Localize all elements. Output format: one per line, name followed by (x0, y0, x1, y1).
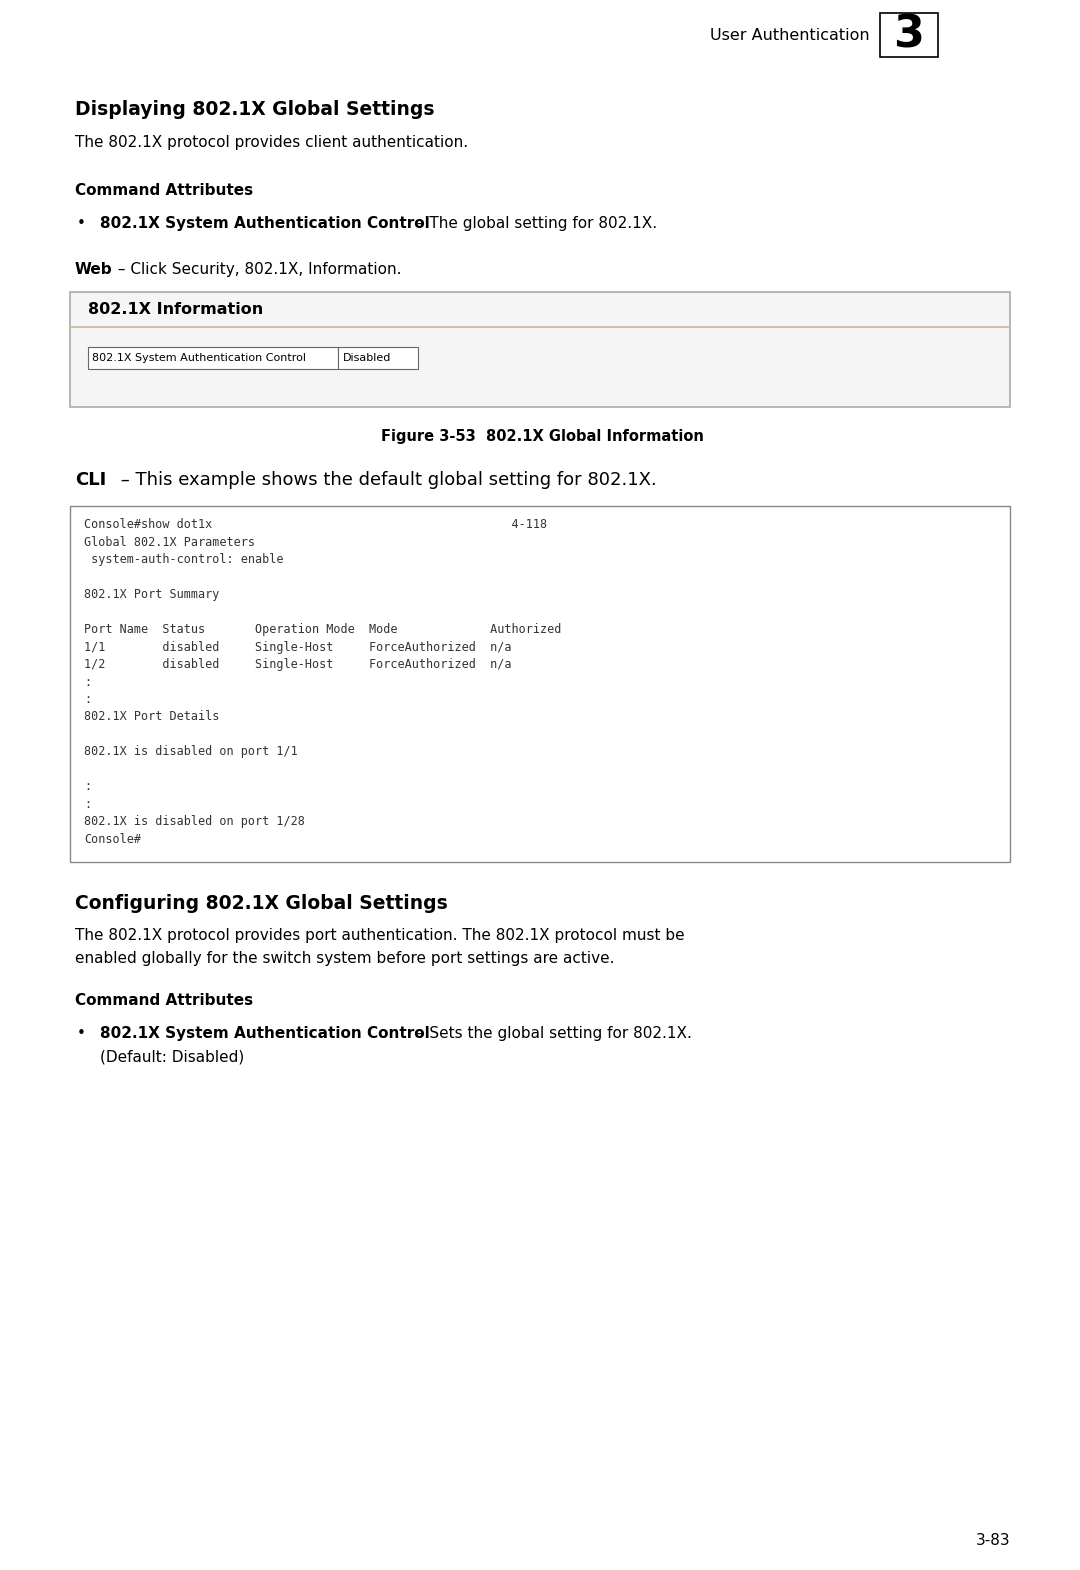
Text: •: • (77, 1027, 86, 1041)
Text: •: • (77, 217, 86, 231)
Text: The 802.1X protocol provides port authentication. The 802.1X protocol must be: The 802.1X protocol provides port authen… (75, 928, 685, 944)
Text: 3-83: 3-83 (975, 1532, 1010, 1548)
Text: 802.1X is disabled on port 1/28: 802.1X is disabled on port 1/28 (84, 815, 305, 829)
Text: 3: 3 (893, 14, 924, 57)
Text: CLI: CLI (75, 471, 106, 488)
Text: 1/1        disabled     Single-Host     ForceAuthorized  n/a: 1/1 disabled Single-Host ForceAuthorized… (84, 641, 512, 653)
Text: – This example shows the default global setting for 802.1X.: – This example shows the default global … (114, 471, 657, 488)
Text: :: : (84, 675, 91, 689)
Text: Displaying 802.1X Global Settings: Displaying 802.1X Global Settings (75, 100, 434, 119)
Text: Console#: Console# (84, 834, 141, 846)
Text: Global 802.1X Parameters: Global 802.1X Parameters (84, 535, 255, 548)
Text: :: : (84, 798, 91, 812)
Text: The 802.1X protocol provides client authentication.: The 802.1X protocol provides client auth… (75, 135, 468, 151)
Text: Disabled: Disabled (343, 353, 391, 363)
Text: (Default: Disabled): (Default: Disabled) (100, 1049, 244, 1064)
Text: 802.1X Port Summary: 802.1X Port Summary (84, 589, 219, 601)
Text: 802.1X System Authentication Control: 802.1X System Authentication Control (100, 1027, 430, 1041)
Text: Port Name  Status       Operation Mode  Mode             Authorized: Port Name Status Operation Mode Mode Aut… (84, 623, 562, 636)
Text: 802.1X Port Details: 802.1X Port Details (84, 711, 219, 724)
Text: Console#show dot1x                                          4-118: Console#show dot1x 4-118 (84, 518, 548, 531)
Text: :: : (84, 780, 91, 793)
Text: 802.1X System Authentication Control: 802.1X System Authentication Control (100, 217, 430, 231)
Text: – Sets the global setting for 802.1X.: – Sets the global setting for 802.1X. (411, 1027, 692, 1041)
Text: 802.1X System Authentication Control: 802.1X System Authentication Control (92, 353, 306, 363)
Text: :: : (84, 692, 91, 706)
Text: 802.1X is disabled on port 1/1: 802.1X is disabled on port 1/1 (84, 746, 298, 758)
FancyBboxPatch shape (880, 13, 939, 57)
FancyBboxPatch shape (70, 506, 1010, 862)
Text: 1/2        disabled     Single-Host     ForceAuthorized  n/a: 1/2 disabled Single-Host ForceAuthorized… (84, 658, 512, 670)
Text: – Click Security, 802.1X, Information.: – Click Security, 802.1X, Information. (113, 262, 402, 276)
Text: Command Attributes: Command Attributes (75, 184, 253, 198)
FancyBboxPatch shape (87, 347, 338, 369)
Text: system-auth-control: enable: system-auth-control: enable (84, 553, 283, 567)
Text: 802.1X Information: 802.1X Information (87, 301, 264, 317)
Text: Configuring 802.1X Global Settings: Configuring 802.1X Global Settings (75, 893, 448, 914)
Text: – The global setting for 802.1X.: – The global setting for 802.1X. (411, 217, 657, 231)
Text: enabled globally for the switch system before port settings are active.: enabled globally for the switch system b… (75, 951, 615, 966)
Text: Command Attributes: Command Attributes (75, 992, 253, 1008)
Text: Figure 3-53  802.1X Global Information: Figure 3-53 802.1X Global Information (381, 429, 704, 444)
Text: User Authentication: User Authentication (711, 28, 870, 42)
FancyBboxPatch shape (70, 292, 1010, 407)
FancyBboxPatch shape (338, 347, 418, 369)
Text: Web: Web (75, 262, 112, 276)
